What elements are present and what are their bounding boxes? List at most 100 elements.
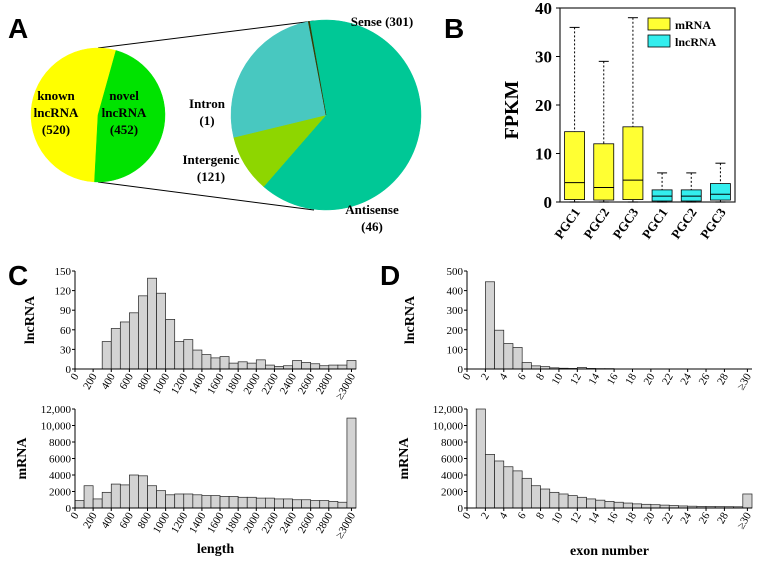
hist-bar [183,339,194,370]
hist-x-tick-label: 1400 [187,510,209,535]
hist-x-tick-label: ≥3000 [334,510,359,541]
hist-y-tick-label: 60 [60,325,72,337]
hist-bar [337,364,348,370]
hist-bar [512,470,523,509]
hist-bar [530,485,541,509]
box-x-tick-label: PGC2 [580,205,612,241]
hist-bar [219,496,230,509]
hist-bar [237,361,248,370]
box-plot-frame [559,7,736,203]
pie-label-intergenic: Intergenic [182,152,239,167]
hist-bar [83,485,94,509]
hist-bar [540,488,551,509]
hist-x-tick-label: 22 [660,372,676,388]
pie-slice-sense [263,19,422,211]
legend-swatch-mRNA [647,17,671,31]
box-y-axis-label: FPKM [501,80,523,139]
hist-y-tick-label: 2000 [441,487,464,499]
hist-y-tick-label: 12,000 [433,404,464,416]
hist-x-tick-label: 600 [117,371,136,392]
hist-x-tick-label: 1200 [169,510,191,535]
pie-label-sense: Sense (301) [351,14,413,29]
hist-y-tick-label: 4000 [441,470,464,482]
hist-bar [622,502,633,509]
pie-label-known: lncRNA [34,105,79,120]
connector-line-top [97,20,315,49]
hist-bar [237,496,248,509]
hist-x-tick-label: 26 [697,371,713,387]
hist-x-tick-label: 600 [117,510,136,531]
hist-bar [494,460,505,509]
hist-x-tick-label: 2600 [296,371,318,396]
hist-x-tick-label: 8 [534,371,547,382]
box-x-tick-label: PGC3 [610,205,642,242]
hist-bar [183,493,194,509]
hist-x-tick-label: 4 [497,510,510,521]
hist-x-tick-label: 0 [460,510,473,521]
hist-bar [503,466,514,509]
hist-x-tick-label: 2800 [314,510,336,535]
hist-x-tick-label: 24 [678,510,694,526]
hist-bar [165,319,176,370]
hist-x-tick-label: 12 [568,372,584,388]
hist-x-tick-label: 12 [568,511,584,527]
hist-x-tick-label: 0 [68,510,81,521]
hist-bar [310,500,321,509]
hist-x-tick-label: 400 [99,371,118,392]
pie-lncrna-classes [230,19,422,211]
hist-x-tick-label: 1000 [151,510,173,535]
hist-bar [129,474,139,509]
box-x-tick-label: PGC1 [639,205,671,241]
hist-bar [567,495,578,509]
hist-bar [512,347,523,370]
pie-slice-intron [307,21,327,116]
hist-bar [110,328,121,370]
hist-x-tick-label: 2400 [278,510,300,535]
hist-bar [174,341,185,370]
hist-bar [301,499,312,509]
hist-bar [310,363,321,370]
hist-x-tick-label: 2200 [260,510,282,535]
hist-x-tick-label: 0 [460,371,473,382]
hist-x-tick-label: 6 [516,371,529,382]
hist-y-tick-label: 0 [458,503,464,515]
hist-y-tick-label: 100 [447,344,464,356]
hist-x-tick-label: 16 [605,371,621,387]
panel-label-d: D [380,260,400,291]
hist-y-axis-label: mRNA [15,437,30,480]
hist-bar [156,292,166,370]
hist-y-tick-label: 2000 [49,487,72,499]
hist-y-tick-label: 4000 [49,470,72,482]
hist-bar [558,493,569,509]
hist-bar [485,454,495,509]
hist-bar [641,503,652,509]
hist-y-tick-label: 12,000 [41,404,72,416]
hist-bar [138,295,148,370]
box-y-tick-label: 0 [544,193,553,212]
hist-bar [74,500,85,509]
hist-y-tick-label: 0 [66,364,72,376]
hist-x-tick-label: 20 [642,371,658,387]
hist-x-tick-label: 1000 [151,371,173,396]
pie-label-intergenic: (121) [197,169,225,184]
hist-bar [119,321,130,370]
box-y-tick-label: 30 [535,48,552,67]
box-iqr-mRNA-PGC2 [593,143,615,201]
hist-bar [110,483,121,509]
hist-x-tick-label: ≥3000 [334,371,359,402]
box-iqr-lncRNA-PGC3 [710,183,731,201]
hist-x-tick-label: 1800 [223,510,245,535]
pie-label-intron: Intron [189,96,226,111]
hist-x-tick-label: 1600 [205,371,227,396]
hist-y-tick-label: 8000 [49,437,72,449]
hist-x-tick-label: 1400 [187,371,209,396]
hist-bar [192,494,203,509]
hist-y-axis-label: lncRNA [403,295,418,344]
legend-label-lncRNA: lncRNA [675,35,717,49]
hist-x-tick-label: 2400 [278,371,300,396]
hist-y-tick-label: 300 [447,305,464,317]
hist-x-tick-label: 18 [623,510,639,526]
